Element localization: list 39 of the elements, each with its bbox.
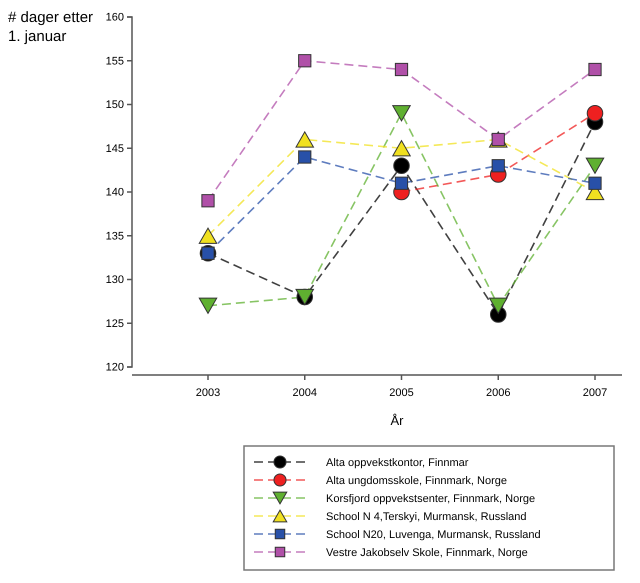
point xyxy=(588,62,602,76)
y-tick-label: 125 xyxy=(106,318,124,330)
point xyxy=(588,176,602,190)
point xyxy=(198,228,218,244)
point xyxy=(392,105,411,122)
x-axis-title: År xyxy=(390,413,404,428)
y-tick-label: 135 xyxy=(106,230,124,242)
y-tick-label: 155 xyxy=(106,55,124,68)
legend-label: Alta oppvekstkontor, Finnmar xyxy=(326,457,469,469)
point xyxy=(198,298,218,314)
legend-label: Alta ungdomsskole, Finnmark, Norge xyxy=(326,475,507,487)
x-tick-label: 2004 xyxy=(292,387,317,400)
point xyxy=(586,104,604,122)
point xyxy=(201,194,215,208)
point xyxy=(492,159,505,172)
y-tick-label: 145 xyxy=(106,142,124,155)
point xyxy=(298,54,312,68)
point xyxy=(586,158,604,174)
point xyxy=(296,131,314,148)
legend-label: School N 4,Terskyi, Murmansk, Russland xyxy=(326,511,527,523)
y-tick-label: 140 xyxy=(106,186,124,199)
x-tick-label: 2003 xyxy=(196,387,220,400)
x-tick-label: 2007 xyxy=(582,387,608,400)
y-tick-label: 160 xyxy=(106,12,124,24)
legend-label: Vestre Jakobselv Skole, Finnmark, Norge xyxy=(326,547,528,559)
point xyxy=(489,298,508,314)
point xyxy=(394,62,408,76)
point xyxy=(392,140,411,156)
point xyxy=(298,150,312,164)
legend-label: Korsfjord oppvekstsenter, Finnmark, Norge xyxy=(326,493,536,505)
x-tick-label: 2005 xyxy=(389,387,414,400)
y-tick-label: 150 xyxy=(106,99,124,112)
y-tick-label: 130 xyxy=(106,274,124,286)
y-tick-label: 120 xyxy=(106,362,124,374)
legend-label: School N20, Luvenga, Murmansk, Russland xyxy=(326,529,541,541)
y-axis-title: # dager etter 1. januar xyxy=(8,9,94,45)
point xyxy=(394,176,408,190)
x-tick-label: 2006 xyxy=(486,387,510,400)
point xyxy=(393,157,410,174)
